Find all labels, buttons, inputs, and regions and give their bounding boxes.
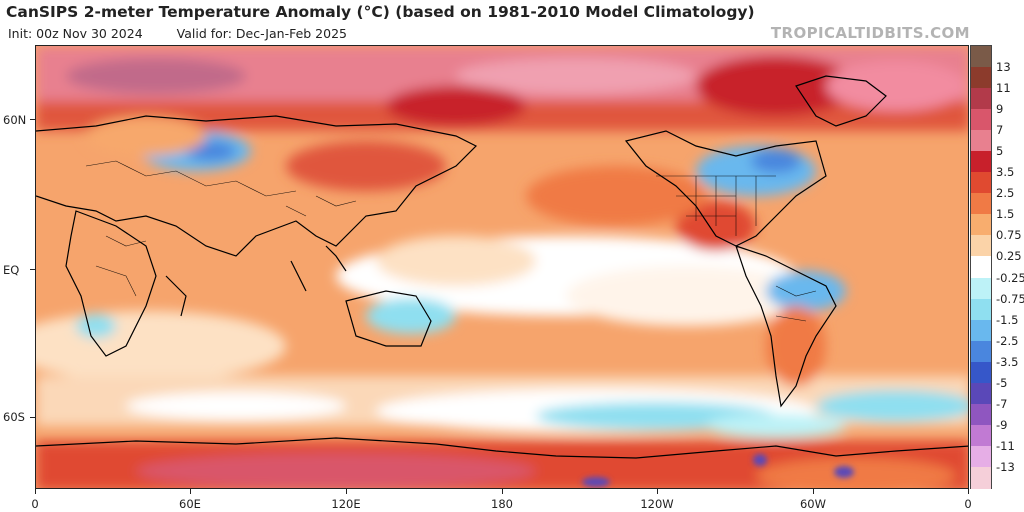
lon-label-120e: 120E — [331, 497, 361, 511]
chart-title: CanSIPS 2-meter Temperature Anomaly (°C)… — [6, 3, 755, 21]
colorbar-label: 2.5 — [996, 186, 1015, 201]
site-credit[interactable]: TROPICALTIDBITS.COM — [770, 24, 970, 42]
colorbar-label: -1.5 — [996, 312, 1019, 327]
colorbar-label: 1.5 — [996, 207, 1015, 222]
colorbar-segment — [971, 46, 991, 68]
coastlines — [36, 75, 968, 459]
cold-spots — [582, 454, 854, 487]
colorbar-segment — [971, 403, 991, 426]
colorbar-segment — [971, 466, 991, 489]
lon-label-60w: 60W — [799, 497, 827, 511]
colorbar-segment — [971, 319, 991, 342]
lon-tick — [502, 489, 503, 494]
colorbar-segment — [971, 151, 991, 173]
lon-tick — [190, 489, 191, 494]
colorbar-segment — [971, 67, 991, 89]
lat-tick-60n — [30, 119, 35, 120]
colorbar-label: -0.75 — [996, 291, 1024, 306]
colorbar-segment — [971, 256, 991, 279]
lon-tick — [657, 489, 658, 494]
lon-label-180: 180 — [491, 497, 513, 511]
anomaly-map[interactable] — [35, 45, 969, 489]
colorbar-segment — [971, 109, 991, 131]
colorbar-label: -5 — [996, 375, 1008, 390]
lat-tick-60s — [30, 417, 35, 418]
lon-label-0-right: 0 — [964, 497, 972, 511]
colorbar-segment — [971, 298, 991, 321]
lon-label-0-left: 0 — [31, 497, 39, 511]
colorbar — [970, 45, 992, 489]
colorbar-label: 11 — [996, 81, 1011, 96]
lat-label-60n: 60N — [3, 113, 27, 127]
init-time: Init: 00z Nov 30 2024 — [8, 26, 143, 41]
lon-label-60e: 60E — [179, 497, 201, 511]
colorbar-segment — [971, 88, 991, 110]
lat-tick-eq — [30, 269, 35, 270]
anomaly-shading — [36, 46, 968, 488]
run-info: Init: 00z Nov 30 2024 Valid for: Dec-Jan… — [8, 26, 347, 41]
colorbar-label: -2.5 — [996, 333, 1019, 348]
colorbar-label: -7 — [996, 396, 1008, 411]
colorbar-segment — [971, 445, 991, 468]
colorbar-segment — [971, 340, 991, 363]
lon-tick — [35, 489, 36, 494]
lon-tick — [968, 489, 969, 494]
map-canvas — [36, 46, 968, 488]
colorbar-label: 5 — [996, 144, 1004, 159]
colorbar-segment — [971, 424, 991, 447]
colorbar-segment — [971, 361, 991, 384]
colorbar-segment — [971, 277, 991, 300]
colorbar-label: -11 — [996, 438, 1015, 453]
colorbar-segment — [971, 214, 991, 237]
lat-label-60s: 60S — [3, 410, 25, 424]
lat-label-eq: EQ — [3, 263, 20, 277]
colorbar-label: -13 — [996, 459, 1015, 474]
colorbar-segment — [971, 382, 991, 405]
colorbar-segment — [971, 172, 991, 194]
colorbar-label: 0.75 — [996, 228, 1022, 243]
colorbar-label: 0.25 — [996, 249, 1022, 264]
lon-tick — [813, 489, 814, 494]
colorbar-segment — [971, 130, 991, 152]
colorbar-label: -0.25 — [996, 270, 1024, 285]
colorbar-label: 9 — [996, 102, 1004, 117]
colorbar-label: 13 — [996, 60, 1011, 75]
colorbar-segment — [971, 193, 991, 215]
lon-tick — [346, 489, 347, 494]
colorbar-label: -9 — [996, 417, 1008, 432]
borders — [85, 160, 817, 322]
colorbar-label: 3.5 — [996, 165, 1015, 180]
lon-label-120w: 120W — [640, 497, 674, 511]
valid-period: Valid for: Dec-Jan-Feb 2025 — [176, 26, 347, 41]
colorbar-segment — [971, 235, 991, 258]
colorbar-label: 7 — [996, 123, 1004, 138]
colorbar-label: -3.5 — [996, 354, 1019, 369]
